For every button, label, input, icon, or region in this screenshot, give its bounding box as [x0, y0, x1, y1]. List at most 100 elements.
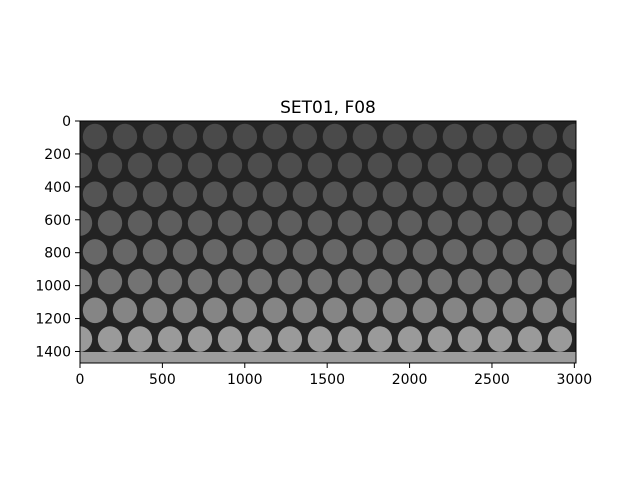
- disc: [292, 297, 318, 324]
- image-frame: [79, 120, 577, 364]
- disc: [412, 181, 438, 208]
- disc: [593, 239, 617, 265]
- disc: [97, 268, 123, 295]
- disc: [397, 152, 423, 179]
- disc: [337, 326, 363, 352]
- disc: [397, 268, 423, 295]
- disc: [142, 181, 168, 208]
- disc: [367, 326, 393, 352]
- disc: [337, 152, 363, 179]
- disc: [562, 239, 576, 265]
- disc: [382, 297, 408, 324]
- disc: [157, 210, 183, 236]
- x-tick-label: 3000: [557, 372, 593, 388]
- disc: [472, 181, 498, 208]
- disc: [142, 297, 168, 324]
- disc: [232, 181, 258, 208]
- disc: [532, 297, 558, 324]
- disc: [427, 326, 453, 352]
- disc: [532, 123, 558, 150]
- disc: [593, 124, 617, 150]
- disc: [547, 210, 573, 236]
- disc: [457, 152, 483, 179]
- disc: [307, 268, 333, 295]
- disc: [262, 297, 288, 324]
- disc: [307, 326, 333, 352]
- disc: [367, 268, 393, 295]
- y-tick-label: 600: [44, 213, 71, 229]
- disc: [427, 210, 453, 236]
- disc: [562, 297, 576, 324]
- disc: [442, 123, 468, 150]
- disc: [442, 239, 468, 265]
- disc: [247, 210, 273, 236]
- disc: [322, 123, 348, 150]
- disc: [277, 152, 303, 179]
- disc: [202, 123, 228, 150]
- disc: [517, 152, 543, 179]
- disc: [487, 268, 513, 295]
- disc: [112, 181, 138, 208]
- disc: [157, 152, 183, 179]
- disc: [172, 239, 198, 265]
- disc: [502, 297, 528, 324]
- disc: [593, 355, 617, 381]
- disc: [112, 297, 138, 324]
- disc: [487, 152, 513, 179]
- disc: [292, 123, 318, 150]
- disc: [322, 239, 348, 265]
- disc: [502, 181, 528, 208]
- disc: [80, 326, 93, 352]
- disc: [442, 181, 468, 208]
- disc: [187, 268, 213, 295]
- disc: [217, 326, 243, 352]
- disc: [202, 297, 228, 324]
- disc: [172, 181, 198, 208]
- disc: [382, 181, 408, 208]
- disc: [562, 181, 576, 208]
- disc: [97, 210, 123, 236]
- disc: [337, 210, 363, 236]
- x-tick-label: 1500: [309, 372, 345, 388]
- disc: [112, 123, 138, 150]
- y-tick-label: 0: [62, 114, 71, 130]
- disc: [232, 123, 258, 150]
- disc: [547, 326, 573, 352]
- disc: [427, 152, 453, 179]
- disc: [262, 123, 288, 150]
- disc: [277, 268, 303, 295]
- disc: [187, 210, 213, 236]
- disc: [80, 268, 93, 295]
- disc: [82, 123, 108, 150]
- disc: [502, 123, 528, 150]
- disc: [578, 326, 602, 352]
- disc: [277, 326, 303, 352]
- disc: [80, 152, 93, 179]
- disc: [80, 210, 93, 236]
- y-tick-label: 1200: [35, 312, 71, 328]
- disc: [382, 239, 408, 265]
- x-tick-label: 2500: [474, 372, 510, 388]
- disc: [412, 123, 438, 150]
- disc: [487, 210, 513, 236]
- disc: [202, 181, 228, 208]
- y-tick-label: 800: [44, 246, 71, 262]
- disc: [562, 123, 576, 150]
- disc: [217, 268, 243, 295]
- disc: [247, 326, 273, 352]
- x-tick-label: 500: [149, 372, 176, 388]
- disc: [202, 239, 228, 265]
- disc: [532, 181, 558, 208]
- disc: [187, 152, 213, 179]
- disc: [442, 297, 468, 324]
- disc: [593, 298, 617, 324]
- disc: [472, 297, 498, 324]
- disc: [307, 210, 333, 236]
- disc: [367, 152, 393, 179]
- y-tick-label: 1000: [35, 279, 71, 295]
- disc: [517, 210, 543, 236]
- disc: [517, 268, 543, 295]
- y-tick-label: 200: [44, 147, 71, 163]
- disc: [593, 182, 617, 208]
- disc: [142, 239, 168, 265]
